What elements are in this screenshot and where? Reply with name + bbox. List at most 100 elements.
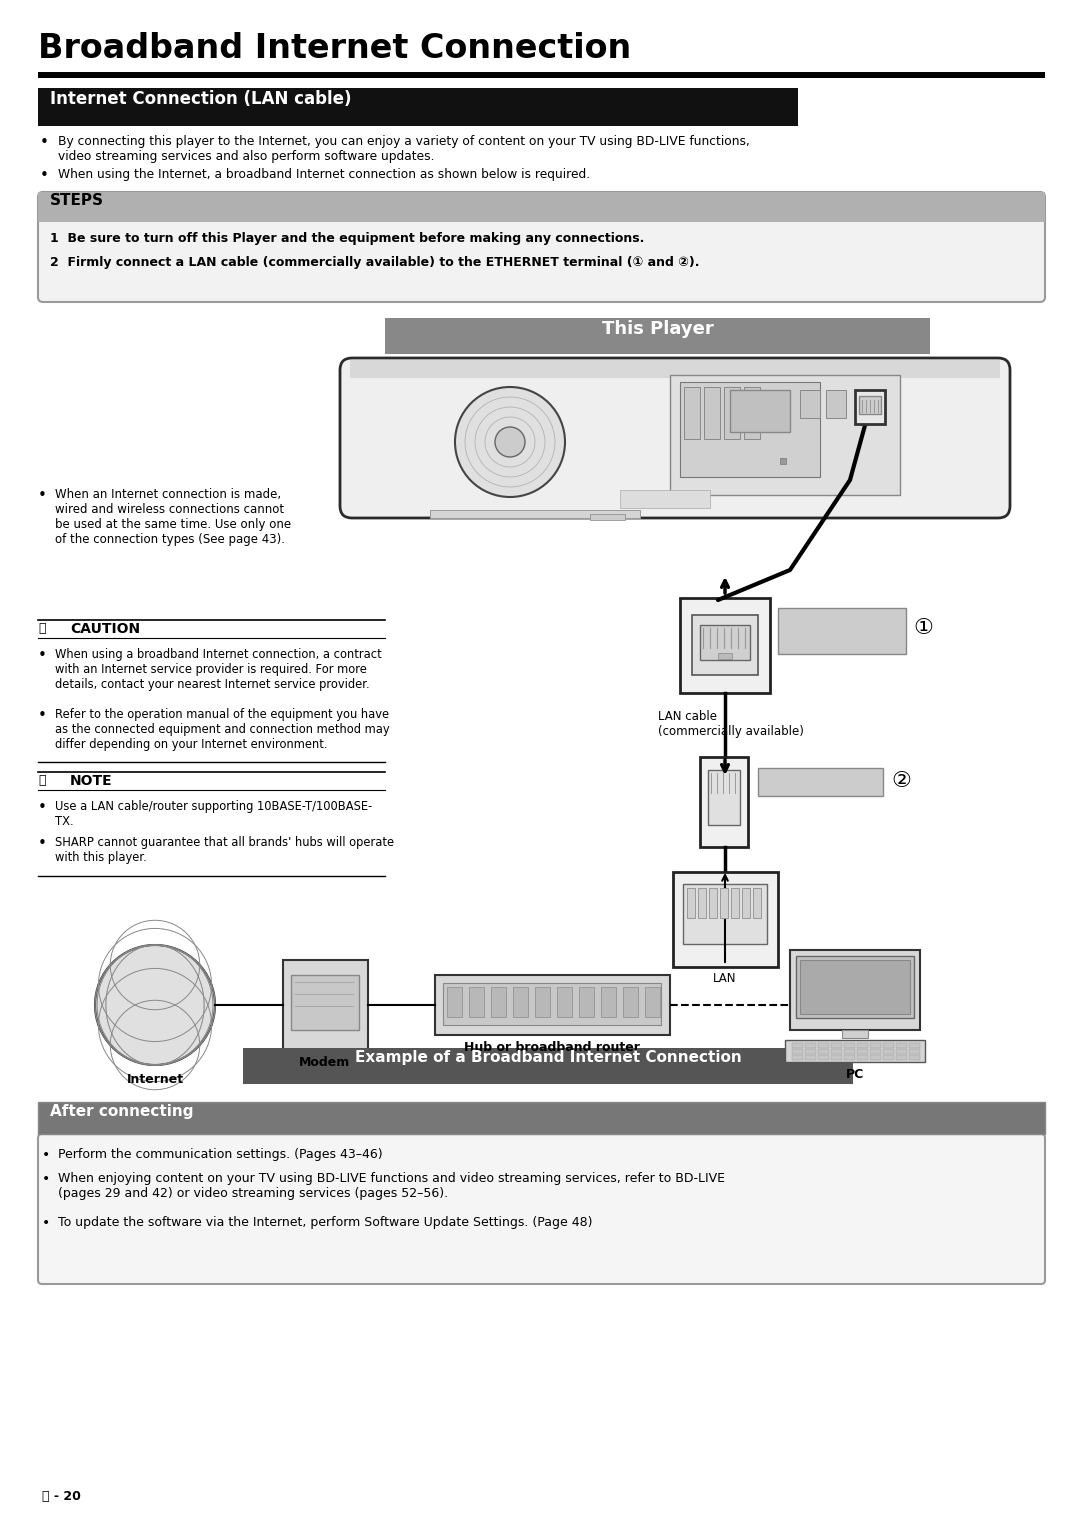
Text: NOTE: NOTE (70, 774, 112, 787)
Text: By connecting this player to the Internet, you can enjoy a variety of content on: By connecting this player to the Interne… (58, 135, 750, 162)
Bar (843, 1043, 855, 1048)
Bar (831, 1043, 842, 1048)
FancyBboxPatch shape (38, 1134, 1045, 1284)
Circle shape (495, 427, 525, 457)
Bar (384, 319, 930, 354)
Bar (680, 597, 770, 692)
Bar (469, 987, 484, 1017)
Bar (38, 87, 798, 126)
Bar (778, 608, 906, 654)
Bar (859, 395, 881, 414)
Text: •: • (38, 489, 46, 502)
Bar (842, 1030, 868, 1039)
Text: Use a LAN cable/router supporting 10BASE-T/100BASE-
TX.: Use a LAN cable/router supporting 10BASE… (55, 800, 373, 827)
Text: When using a broadband Internet connection, a contract
with an Internet service : When using a broadband Internet connecti… (55, 648, 381, 691)
Bar (600, 987, 616, 1017)
Bar (350, 360, 1000, 378)
Bar (785, 1040, 924, 1062)
Bar (443, 984, 661, 1025)
Text: Hub or broadband router: Hub or broadband router (464, 1042, 640, 1054)
Bar (708, 889, 717, 918)
Circle shape (95, 945, 215, 1065)
Bar (858, 1049, 868, 1054)
Bar (870, 1049, 881, 1054)
Text: Internet: Internet (126, 1072, 184, 1086)
Bar (700, 625, 750, 660)
Bar (826, 391, 846, 418)
Text: •: • (40, 169, 49, 182)
Text: SHARP cannot guarantee that all brands' hubs will operate
with this player.: SHARP cannot guarantee that all brands' … (55, 836, 394, 864)
Bar (753, 889, 761, 918)
Bar (720, 889, 728, 918)
Text: To update the software via the Internet, perform Software Update Settings. (Page: To update the software via the Internet,… (58, 1216, 593, 1229)
Bar (513, 987, 528, 1017)
Bar (708, 771, 740, 826)
Text: LAN cable
(commercially available): LAN cable (commercially available) (658, 709, 804, 738)
Text: •: • (40, 135, 49, 150)
FancyBboxPatch shape (38, 192, 1045, 302)
Bar (792, 1049, 804, 1054)
Text: To LAN terminal: To LAN terminal (762, 771, 856, 783)
Bar (744, 388, 760, 440)
Text: Broadband Internet Connection: Broadband Internet Connection (38, 32, 631, 64)
Text: •: • (42, 1147, 51, 1161)
Bar (291, 974, 359, 1030)
Bar (692, 614, 758, 676)
Bar (590, 515, 625, 519)
Bar (731, 889, 739, 918)
Text: PC: PC (846, 1068, 864, 1082)
Bar (909, 1049, 920, 1054)
Bar (870, 1043, 881, 1048)
Bar (883, 1043, 894, 1048)
Text: Example of a Broadband Internet Connection: Example of a Broadband Internet Connecti… (354, 1049, 741, 1065)
Bar (843, 1049, 855, 1054)
Bar (858, 1043, 868, 1048)
Bar (818, 1049, 829, 1054)
Bar (758, 768, 883, 797)
Text: When using the Internet, a broadband Internet connection as shown below is requi: When using the Internet, a broadband Int… (58, 169, 590, 181)
Bar (283, 961, 368, 1049)
Bar (896, 1049, 907, 1054)
Bar (883, 1056, 894, 1060)
Bar (870, 1056, 881, 1060)
Bar (718, 653, 732, 659)
Text: •: • (38, 836, 46, 850)
Bar (843, 1056, 855, 1060)
Text: •: • (42, 1172, 51, 1186)
Text: 📄: 📄 (38, 774, 45, 787)
Bar (579, 987, 594, 1017)
Text: Modem: Modem (299, 1056, 351, 1069)
Text: 1  Be sure to turn off this Player and the equipment before making any connectio: 1 Be sure to turn off this Player and th… (50, 231, 645, 245)
Bar (687, 889, 696, 918)
Text: When an Internet connection is made,
wired and wireless connections cannot
be us: When an Internet connection is made, wir… (55, 489, 292, 545)
Bar (831, 1049, 842, 1054)
Text: ②: ② (891, 771, 912, 791)
Bar (704, 388, 720, 440)
Bar (430, 510, 640, 518)
Text: Perform the communication settings. (Pages 43–46): Perform the communication settings. (Pag… (58, 1147, 382, 1161)
Bar (896, 1043, 907, 1048)
Text: To ETHERNET
terminal: To ETHERNET terminal (783, 610, 862, 637)
Text: Internet Connection (LAN cable): Internet Connection (LAN cable) (50, 90, 351, 107)
Bar (789, 950, 920, 1030)
Bar (38, 72, 1045, 78)
Text: After connecting: After connecting (50, 1105, 193, 1118)
Bar (620, 490, 710, 509)
Text: 🖐: 🖐 (38, 622, 45, 634)
Bar (535, 987, 550, 1017)
Bar (805, 1056, 816, 1060)
Bar (730, 391, 789, 432)
Text: •: • (38, 648, 46, 663)
Text: CAUTION: CAUTION (70, 622, 140, 636)
Text: This Player: This Player (603, 320, 714, 339)
Bar (491, 987, 507, 1017)
Bar (557, 987, 572, 1017)
Bar (909, 1043, 920, 1048)
Text: 2  Firmly connect a LAN cable (commercially available) to the ETHERNET terminal : 2 Firmly connect a LAN cable (commercial… (50, 256, 700, 270)
Bar (858, 1056, 868, 1060)
Bar (684, 388, 700, 440)
Text: •: • (38, 708, 46, 723)
Bar (780, 458, 786, 464)
Bar (792, 1043, 804, 1048)
Bar (447, 987, 462, 1017)
